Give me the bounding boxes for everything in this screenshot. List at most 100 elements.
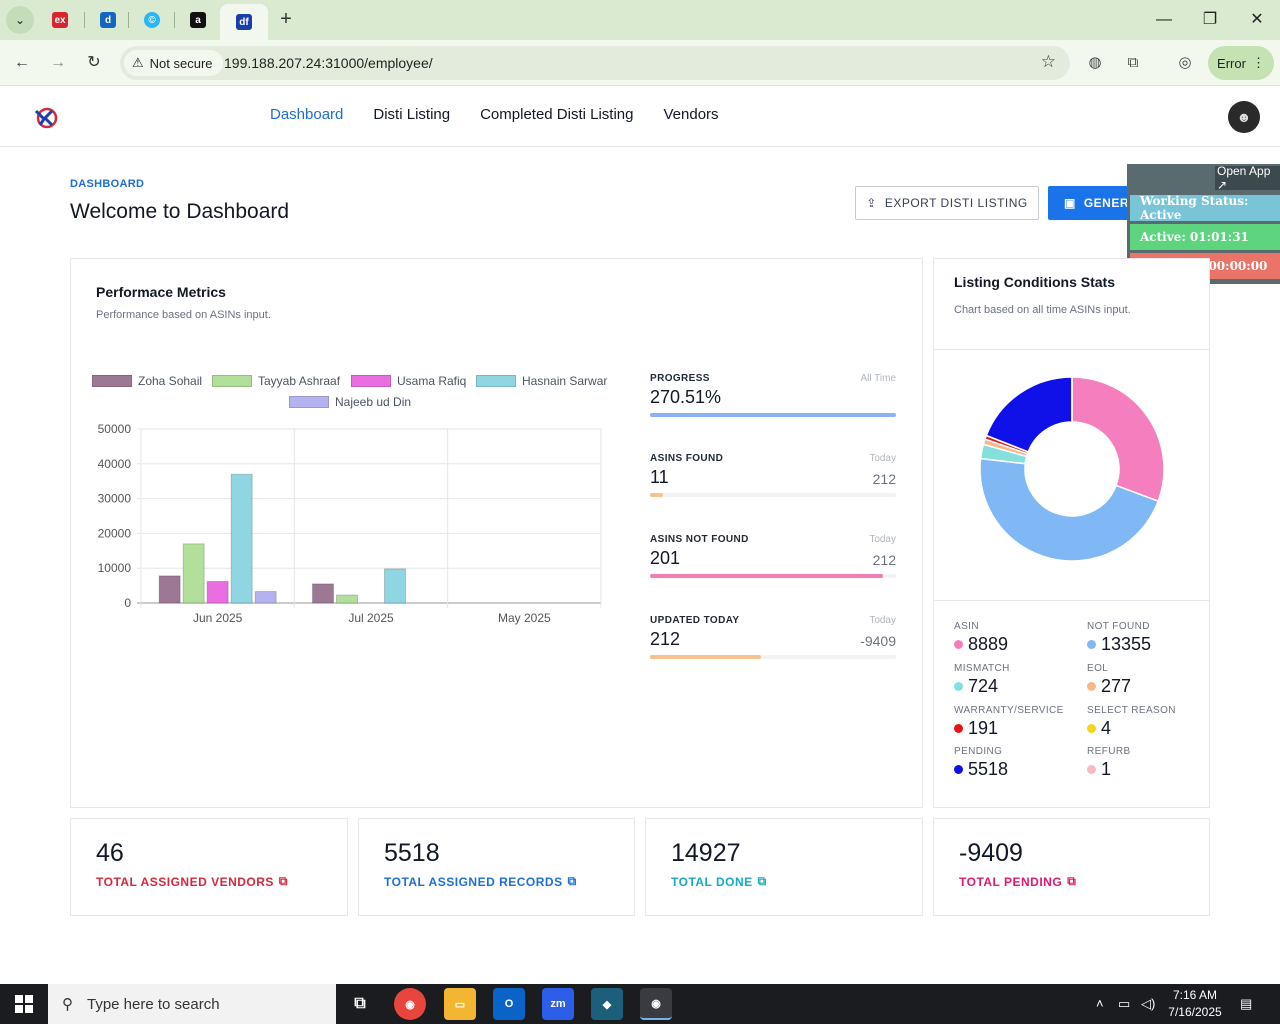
- legend-label: Usama Rafiq: [397, 374, 467, 388]
- clock-time: 7:16 AM: [1172, 988, 1218, 1002]
- tab-search-button[interactable]: ⌄: [6, 6, 34, 34]
- total-assigned-vendors-card: 46 TOTAL ASSIGNED VENDORS ⧉: [70, 818, 348, 916]
- listing-title: Listing Conditions Stats: [954, 274, 1115, 290]
- metric-total: 212: [872, 552, 896, 568]
- site-info-button[interactable]: ⚠ Not secure: [124, 50, 223, 76]
- legend-swatch: [92, 375, 132, 387]
- browser-toolbar: ← → ↻ ⚠ Not secure 199.188.207.24:31000/…: [0, 40, 1280, 86]
- nav-vendors[interactable]: Vendors: [663, 106, 719, 123]
- export-disti-listing-button[interactable]: ⇪ EXPORT DISTI LISTING: [855, 186, 1039, 220]
- time-tracker-widget: Open App ↗ Working Status: Active Active…: [1127, 164, 1280, 284]
- nav-dashboard[interactable]: Dashboard: [270, 106, 344, 123]
- metric-period: Today: [869, 615, 896, 626]
- divider: [934, 600, 1209, 601]
- total-label: TOTAL ASSIGNED RECORDS: [384, 874, 563, 889]
- nav-disti-listing[interactable]: Disti Listing: [373, 106, 451, 123]
- new-tab-button[interactable]: +: [280, 8, 292, 30]
- notifications-icon[interactable]: ▤: [1240, 996, 1253, 1011]
- total-pending-link[interactable]: TOTAL PENDING ⧉: [959, 874, 1076, 889]
- back-icon[interactable]: ←: [14, 54, 30, 71]
- profile-icon[interactable]: ◎: [1178, 54, 1192, 71]
- listing-donut-chart: [979, 376, 1165, 562]
- stat-label: WARRANTY/SERVICE: [954, 705, 1064, 716]
- tab-favicon-icon: df: [236, 14, 252, 30]
- external-link-icon: ⧉: [757, 874, 767, 888]
- metric-total: -9409: [860, 633, 896, 649]
- nav-completed-disti-listing[interactable]: Completed Disti Listing: [480, 106, 634, 123]
- metric-value: 201: [650, 548, 681, 568]
- outlook-icon[interactable]: O: [493, 988, 525, 1020]
- breadcrumb: DASHBOARD: [70, 178, 145, 190]
- browser-tab-1[interactable]: ex: [36, 6, 84, 34]
- metric-period: Today: [869, 453, 896, 464]
- zoom-icon[interactable]: zm: [542, 988, 574, 1020]
- tab-favicon-icon: a: [190, 12, 206, 28]
- legend-swatch: [476, 375, 516, 387]
- bookmark-star-icon[interactable]: ☆: [1040, 52, 1056, 71]
- total-assigned-vendors-link[interactable]: TOTAL ASSIGNED VENDORS ⧉: [96, 874, 288, 889]
- extensions-icon[interactable]: ⧉: [1127, 54, 1139, 71]
- stat-label: ASIN: [954, 621, 979, 632]
- file-explorer-icon[interactable]: ▭: [444, 988, 476, 1020]
- total-pending-card: -9409 TOTAL PENDING ⧉: [933, 818, 1210, 916]
- taskbar-clock[interactable]: 7:16 AM 7/16/2025: [1160, 987, 1230, 1021]
- address-bar[interactable]: ⚠ Not secure 199.188.207.24:31000/employ…: [120, 46, 1070, 80]
- stat-value: 5518: [968, 759, 1009, 779]
- minimize-icon[interactable]: —: [1156, 11, 1172, 28]
- app-icon[interactable]: ◆: [591, 988, 623, 1020]
- total-done-link[interactable]: TOTAL DONE ⧉: [671, 874, 767, 889]
- tray-chevron-icon[interactable]: ˄: [1096, 996, 1104, 1011]
- active-timer: Active: 01:01:31: [1130, 224, 1280, 250]
- network-icon[interactable]: ▭: [1118, 996, 1131, 1011]
- chrome-active-icon[interactable]: ◉: [640, 988, 672, 1020]
- reload-icon[interactable]: ↻: [87, 54, 101, 71]
- browser-tab-4[interactable]: a: [174, 6, 222, 34]
- task-view-icon[interactable]: ⧉: [354, 995, 366, 1012]
- legend-item[interactable]: Tayyab Ashraaf: [212, 374, 340, 388]
- stat-dot: [1087, 640, 1096, 649]
- legend-label: Zoha Sohail: [138, 374, 203, 388]
- url-text: 199.188.207.24:31000/employee/: [224, 55, 433, 71]
- legend-item[interactable]: Hasnain Sarwar: [476, 374, 607, 388]
- company-logo[interactable]: [32, 103, 60, 131]
- stat-dot: [1087, 765, 1096, 774]
- y-tick-label: 0: [124, 596, 131, 610]
- donut-slice: [1071, 376, 1165, 503]
- clock-date: 7/16/2025: [1168, 1005, 1222, 1019]
- start-button[interactable]: [0, 984, 48, 1024]
- legend-item[interactable]: Zoha Sohail: [92, 374, 202, 388]
- stat-value: 724: [968, 676, 999, 696]
- restore-icon[interactable]: ❐: [1202, 11, 1218, 28]
- stat-eol: EOL 277: [1087, 663, 1207, 697]
- bar: [384, 568, 406, 604]
- taskbar-search[interactable]: ⚲ Type here to search: [48, 984, 336, 1024]
- total-assigned-records-link[interactable]: TOTAL ASSIGNED RECORDS ⧉: [384, 874, 577, 889]
- browser-tab-3[interactable]: ©: [128, 6, 176, 34]
- forward-icon[interactable]: →: [50, 54, 66, 71]
- legend-item[interactable]: Najeeb ud Din: [289, 395, 411, 409]
- translate-icon[interactable]: ◍: [1088, 54, 1102, 71]
- stat-dot: [1087, 724, 1096, 733]
- metric-value: 212: [650, 629, 681, 649]
- save-icon: ▣: [1064, 196, 1076, 210]
- browser-tab-2[interactable]: d: [84, 6, 132, 34]
- tab-favicon-icon: ©: [144, 12, 160, 28]
- total-value: -9409: [959, 839, 1023, 867]
- metric-label: ASINS NOT FOUND: [650, 534, 749, 545]
- chrome-icon[interactable]: ◉: [394, 988, 426, 1020]
- external-link-icon: ⧉: [567, 874, 577, 888]
- close-icon[interactable]: ✕: [1250, 11, 1264, 28]
- divider: [934, 349, 1209, 350]
- working-status: Working Status: Active: [1130, 194, 1280, 222]
- metric-value: 11: [650, 467, 669, 487]
- open-app-button[interactable]: Open App ↗: [1215, 164, 1280, 192]
- user-avatar[interactable]: ☻: [1228, 101, 1260, 133]
- warning-icon: ⚠: [132, 55, 144, 70]
- browser-tab-active[interactable]: df: [220, 4, 268, 40]
- profile-error-chip[interactable]: Error ⋮: [1208, 46, 1274, 80]
- volume-icon[interactable]: ◁): [1141, 996, 1156, 1011]
- asins-found-metric: ASINS FOUND Today 11 212: [650, 453, 896, 497]
- legend-item[interactable]: Usama Rafiq: [351, 374, 466, 388]
- external-link-icon: ⧉: [1067, 874, 1077, 888]
- metric-period: Today: [869, 534, 896, 545]
